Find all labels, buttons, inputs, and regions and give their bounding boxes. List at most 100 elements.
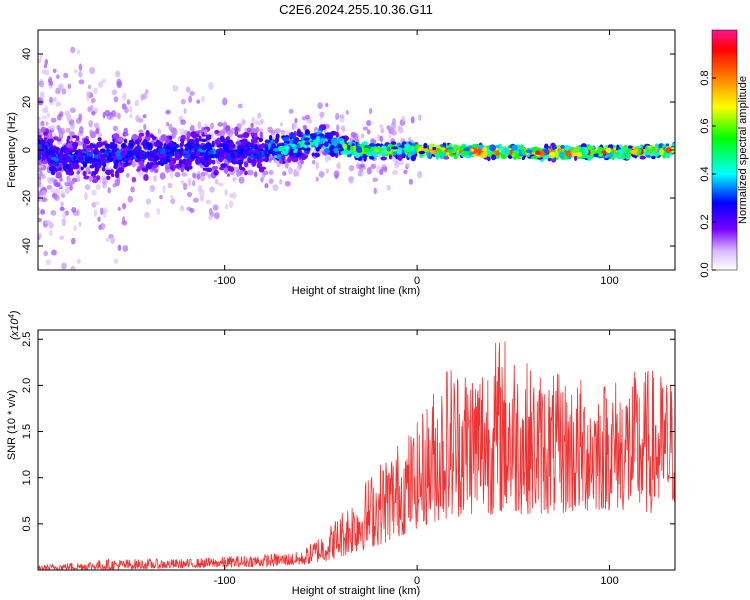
spectrogram-cell: [214, 129, 220, 135]
spectrogram-cell: [169, 147, 175, 155]
spectrogram-cell: [115, 137, 119, 144]
spectrogram-speckle: [53, 194, 60, 201]
spectrogram-cell: [188, 148, 192, 155]
spectrogram-cell: [128, 139, 135, 144]
spectrogram-speckle: [38, 121, 42, 128]
spectrogram-speckle: [372, 177, 378, 182]
spectrogram-cell: [131, 134, 139, 141]
spectrogram-speckle: [345, 109, 349, 115]
spectrogram-speckle: [125, 172, 130, 178]
spectrogram-speckle: [50, 209, 57, 216]
spectrogram-cell: [47, 138, 54, 144]
spectrogram-speckle: [405, 162, 411, 168]
spectrogram-speckle: [110, 237, 116, 245]
spectrogram-speckle: [159, 194, 163, 200]
spectrogram-speckle: [38, 58, 42, 64]
spectrogram-cell: [249, 142, 255, 148]
spectrogram-cell: [574, 146, 581, 152]
spectrogram-speckle: [268, 157, 272, 163]
spectrogram-cell: [123, 138, 128, 144]
spectrogram-speckle: [209, 186, 215, 193]
spectrogram-cell: [481, 151, 488, 158]
spectrogram-cell: [127, 159, 133, 164]
spectrogram-speckle: [228, 200, 234, 208]
spectrogram-cell: [511, 153, 515, 158]
spectrogram-cell: [364, 148, 371, 153]
spectrogram-cell: [329, 145, 333, 151]
spectrogram-speckle: [38, 194, 43, 203]
spectrogram-cell: [165, 145, 170, 150]
spectrogram-speckle: [78, 63, 83, 71]
spectrogram-speckle: [325, 168, 329, 174]
spectrogram-speckle: [292, 122, 298, 130]
spectrogram-cell: [109, 141, 114, 146]
spectrogram-cell: [459, 146, 464, 151]
spectrogram-cell: [184, 146, 189, 152]
spectrogram-cell: [584, 149, 589, 155]
spectrogram-cell: [342, 143, 348, 150]
spectrogram-speckle: [121, 103, 127, 110]
spectrogram-speckle: [379, 135, 383, 143]
spectrogram-cell: [44, 137, 48, 141]
spectrogram-cell: [286, 140, 290, 145]
spectrogram-cell: [138, 132, 145, 137]
spectrogram-cell: [238, 148, 245, 155]
spectrogram-cell: [239, 169, 244, 175]
spectrogram-speckle: [73, 225, 77, 232]
snr-panel: -100 0 100 0.5 1.0 1.5 2.0 2.5 Height of strai…: [6, 310, 676, 597]
spectrogram-cell: [62, 147, 68, 151]
spectrogram-cell: [95, 175, 101, 181]
spectrogram-cell: [205, 136, 212, 141]
spectrogram-speckle: [159, 172, 166, 180]
spectrogram-speckle: [87, 106, 92, 113]
spectrogram-cell: [112, 133, 120, 139]
spectrogram-cell: [265, 153, 270, 158]
snr-exponent-power: 4: [7, 314, 16, 319]
spectrogram-speckle: [90, 98, 97, 103]
snr-y-axis-title: SNR (10 * v/v): [6, 390, 18, 460]
spectrogram-cell: [149, 150, 154, 158]
spectrogram-speckle: [70, 265, 76, 270]
snr-y-tick-label: 2.0: [21, 378, 33, 393]
spectrogram-speckle: [224, 189, 228, 196]
spectrogram-cell: [300, 154, 308, 160]
spectrogram-speckle: [391, 117, 397, 126]
spectrogram-cell: [525, 149, 533, 154]
spectrogram-speckle: [166, 121, 170, 127]
spectrogram-cell: [490, 154, 497, 161]
spectrogram-x-tick-label: 100: [600, 275, 618, 287]
spectrogram-cell: [105, 143, 111, 149]
spectrogram-cell: [153, 161, 159, 166]
spectrogram-cell: [68, 142, 73, 148]
spectrogram-cell: [194, 137, 200, 144]
spectrogram-cell: [388, 153, 392, 160]
spectrogram-cell: [200, 171, 206, 177]
spectrogram-speckle: [189, 125, 195, 133]
spectrogram-speckle: [366, 129, 371, 135]
spectrogram-cell: [105, 169, 112, 176]
spectrogram-cell: [48, 154, 52, 160]
spectrogram-speckle: [43, 250, 48, 257]
spectrogram-cell: [353, 152, 358, 157]
spectrogram-speckle: [379, 169, 384, 176]
spectrogram-y-tick-label: -20: [21, 190, 33, 206]
spectrogram-speckle: [85, 167, 91, 173]
spectrogram-speckle: [105, 237, 110, 242]
spectrogram-cell: [174, 143, 180, 149]
spectrogram-cell: [179, 144, 184, 148]
spectrogram-cell: [495, 145, 501, 149]
spectrogram-cell: [38, 153, 42, 161]
spectrogram-cell: [559, 151, 565, 159]
spectrogram-speckle: [279, 179, 283, 185]
spectrogram-cell: [254, 148, 260, 154]
spectrogram-speckle: [50, 187, 56, 193]
spectrogram-cell: [643, 150, 651, 156]
spectrogram-cell: [124, 161, 129, 167]
spectrogram-cell: [64, 155, 72, 163]
spectrogram-speckle: [208, 81, 214, 90]
spectrogram-cell: [76, 170, 81, 175]
spectrogram-cell: [620, 154, 626, 160]
spectrogram-speckle: [47, 178, 53, 185]
spectrogram-cell: [100, 158, 108, 164]
spectrogram-speckle: [101, 78, 107, 84]
